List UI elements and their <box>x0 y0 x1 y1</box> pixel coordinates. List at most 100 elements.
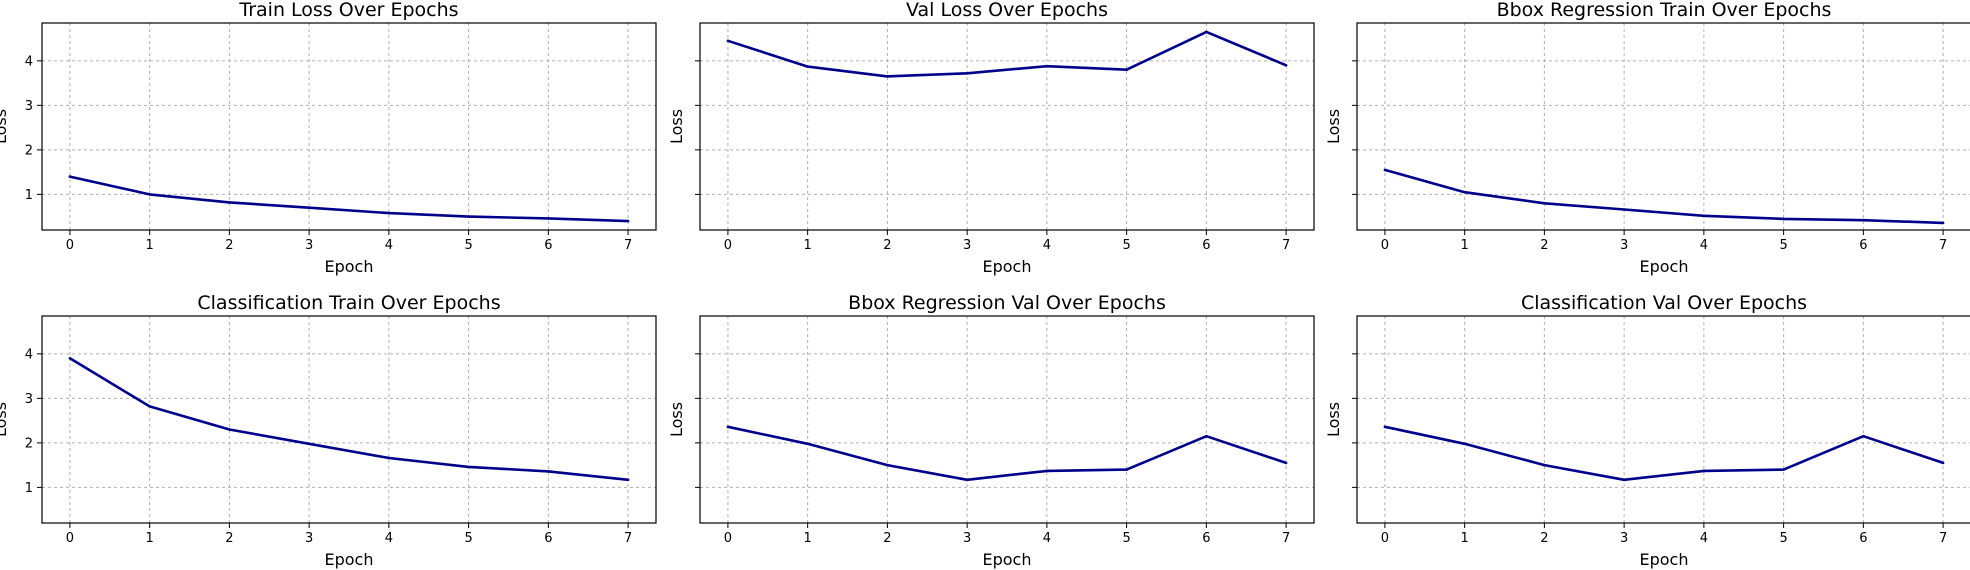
y-axis-label: Loss <box>1324 109 1343 144</box>
x-tick-label: 0 <box>724 238 732 253</box>
y-axis-label: Loss <box>667 402 686 437</box>
data-point <box>965 478 969 482</box>
plot-frame <box>1356 315 1970 524</box>
data-point <box>806 442 809 446</box>
loss-series-line <box>69 357 629 482</box>
x-tick-label: 4 <box>385 531 393 546</box>
x-tick-label: 1 <box>804 238 812 253</box>
x-tick-label: 0 <box>66 531 74 546</box>
x-tick-label: 0 <box>724 531 732 546</box>
x-tick-label: 1 <box>1461 238 1469 253</box>
data-point <box>307 442 311 446</box>
x-tick-label: 6 <box>544 238 552 253</box>
y-tick-label: 2 <box>25 143 33 158</box>
chart-title: Bbox Regression Val Over Epochs <box>848 292 1166 314</box>
data-point <box>1543 201 1546 205</box>
data-point <box>1543 463 1546 467</box>
x-tick-label: 6 <box>1202 238 1210 253</box>
data-point <box>1622 478 1626 482</box>
x-tick-label: 7 <box>1282 531 1290 546</box>
x-axis-label: Epoch <box>983 257 1032 276</box>
data-point <box>1205 434 1208 438</box>
x-tick-label: 2 <box>883 238 891 253</box>
data-point <box>1702 214 1706 218</box>
x-tick-label: 2 <box>883 531 891 546</box>
x-axis-label: Epoch <box>325 550 374 569</box>
y-tick-label: 2 <box>25 436 33 451</box>
x-axis-label: Epoch <box>325 257 374 276</box>
y-axis-label: Loss <box>0 109 10 144</box>
x-tick-label: 4 <box>1700 238 1708 253</box>
x-tick-label: 6 <box>1859 238 1867 253</box>
x-tick-label: 2 <box>225 238 233 253</box>
data-point <box>228 428 231 431</box>
data-point <box>626 219 630 223</box>
y-tick-label: 3 <box>25 99 33 114</box>
x-tick-label: 5 <box>1122 531 1130 546</box>
y-axis-label: Loss <box>1324 402 1343 437</box>
x-tick-label: 1 <box>804 531 812 546</box>
x-tick-label: 6 <box>1859 531 1867 546</box>
data-point <box>148 193 151 196</box>
loss-series-line <box>69 175 629 223</box>
loss-series-line <box>727 425 1287 482</box>
y-tick-label: 4 <box>25 347 33 362</box>
data-point <box>1622 208 1626 211</box>
chart-title: Train Loss Over Epochs <box>238 0 458 21</box>
plot-frame <box>699 22 1315 231</box>
y-axis-label: Loss <box>667 109 686 144</box>
x-tick-label: 1 <box>1461 531 1469 546</box>
data-point <box>1125 468 1128 471</box>
plot-frame <box>1356 22 1970 231</box>
x-tick-label: 5 <box>464 531 472 546</box>
x-tick-label: 5 <box>1779 238 1787 253</box>
chart-title: Bbox Regression Train Over Epochs <box>1497 0 1832 21</box>
data-point <box>547 217 550 220</box>
x-tick-label: 6 <box>1202 531 1210 546</box>
data-point <box>1284 63 1288 67</box>
x-tick-label: 5 <box>1122 238 1130 253</box>
x-tick-label: 3 <box>963 531 971 546</box>
x-tick-label: 1 <box>146 238 154 253</box>
x-tick-label: 3 <box>305 531 313 546</box>
chart-title: Classification Val Over Epochs <box>1521 292 1807 314</box>
data-point <box>1862 218 1865 222</box>
loss-series-line <box>1384 168 1944 225</box>
data-point <box>1862 434 1865 438</box>
data-point <box>307 206 311 210</box>
chart-panel-1: 0 1 2 3 4 5 6 7 1 2 3 4 Train Loss Over Epochs Epoch L… <box>0 0 657 276</box>
x-tick-label: 2 <box>1540 531 1548 546</box>
x-tick-label: 7 <box>1282 238 1290 253</box>
y-tick-label: 4 <box>25 54 33 69</box>
data-point <box>1702 469 1706 473</box>
chart-panel-5: 0 1 2 3 4 5 6 7 Bbox Regression Val Over Epochs E… <box>667 292 1315 569</box>
x-tick-label: 3 <box>1620 531 1628 546</box>
data-point <box>886 463 889 467</box>
data-point <box>1782 217 1785 221</box>
data-point <box>1463 190 1466 194</box>
y-tick-label: 1 <box>25 481 33 496</box>
x-tick-label: 5 <box>464 238 472 253</box>
x-tick-label: 4 <box>1043 531 1051 546</box>
data-point <box>1383 425 1387 429</box>
data-point <box>387 456 391 460</box>
data-point <box>547 470 550 473</box>
x-tick-label: 7 <box>1939 238 1947 253</box>
x-tick-label: 7 <box>1939 531 1947 546</box>
data-point <box>1125 68 1128 72</box>
x-tick-label: 4 <box>1700 531 1708 546</box>
chart-panel-4: 0 1 2 3 4 5 6 7 1 2 3 4 Classification Train Over Ep… <box>0 292 657 569</box>
x-tick-label: 5 <box>1779 531 1787 546</box>
data-point <box>68 175 72 178</box>
data-point <box>387 211 391 215</box>
data-point <box>726 39 730 43</box>
data-point <box>1782 468 1785 471</box>
y-axis-label: Loss <box>0 402 10 437</box>
chart-panel-3: 0 1 2 3 4 5 6 7 Bbox Regression Train Over Epoch… <box>1324 0 1970 276</box>
x-tick-label: 0 <box>66 238 74 253</box>
data-point <box>1383 168 1387 172</box>
data-point <box>467 215 470 218</box>
data-point <box>148 405 151 408</box>
x-axis-label: Epoch <box>983 550 1032 569</box>
x-tick-label: 3 <box>963 238 971 253</box>
